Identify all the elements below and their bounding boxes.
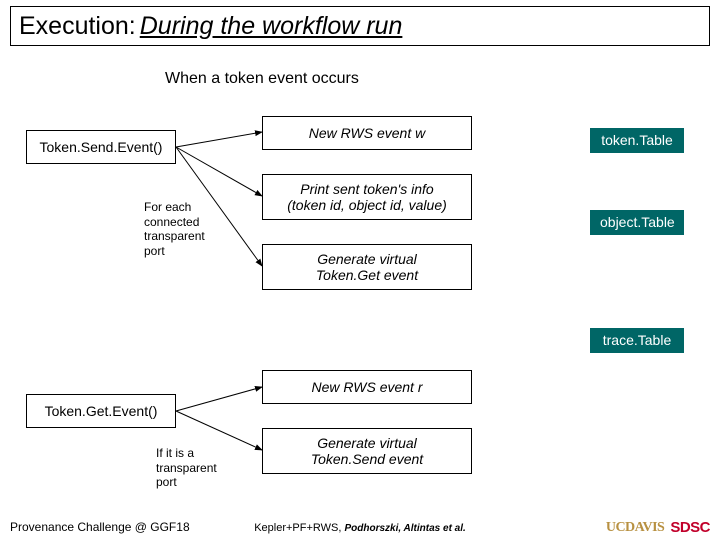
title-prefix: Execution:: [19, 12, 136, 41]
label-if-transparent-port: If it is a transparent port: [156, 432, 217, 490]
node-generate-virtual-token-send: Generate virtual Token.Send event: [262, 428, 472, 474]
node-new-rws-event-w: New RWS event w: [262, 116, 472, 150]
node-token-get-event: Token.Get.Event(): [26, 394, 176, 428]
node-label: Print sent token's info (token id, objec…: [287, 181, 447, 213]
footer-center: Kepler+PF+RWS, Podhorszki, Altintas et a…: [254, 522, 466, 534]
slide-title: Execution: During the workflow run: [10, 6, 710, 46]
node-label: New RWS event w: [309, 125, 425, 141]
ucdavis-logo: UCDAVIS: [606, 520, 664, 536]
subtitle: When a token event occurs: [165, 70, 359, 88]
footer-left: Provenance Challenge @ GGF18: [10, 520, 190, 534]
node-label: Generate virtual Token.Get event: [316, 251, 418, 283]
footer-logos: UCDAVIS SDSC: [606, 519, 710, 536]
title-emphasis: During the workflow run: [140, 12, 403, 41]
node-print-sent-token-info: Print sent token's info (token id, objec…: [262, 174, 472, 220]
node-generate-virtual-token-get: Generate virtual Token.Get event: [262, 244, 472, 290]
node-label: New RWS event r: [312, 379, 423, 395]
badge-token-table: token.Table: [590, 128, 684, 153]
node-label: Generate virtual Token.Send event: [311, 435, 423, 467]
sdsc-logo: SDSC: [670, 519, 710, 536]
badge-trace-table: trace.Table: [590, 328, 684, 353]
label-for-each-port: For each connected transparent port: [144, 186, 205, 258]
node-label: Token.Send.Event(): [40, 139, 163, 155]
badge-object-table: object.Table: [590, 210, 684, 235]
node-label: Token.Get.Event(): [45, 403, 158, 419]
node-token-send-event: Token.Send.Event(): [26, 130, 176, 164]
node-new-rws-event-r: New RWS event r: [262, 370, 472, 404]
